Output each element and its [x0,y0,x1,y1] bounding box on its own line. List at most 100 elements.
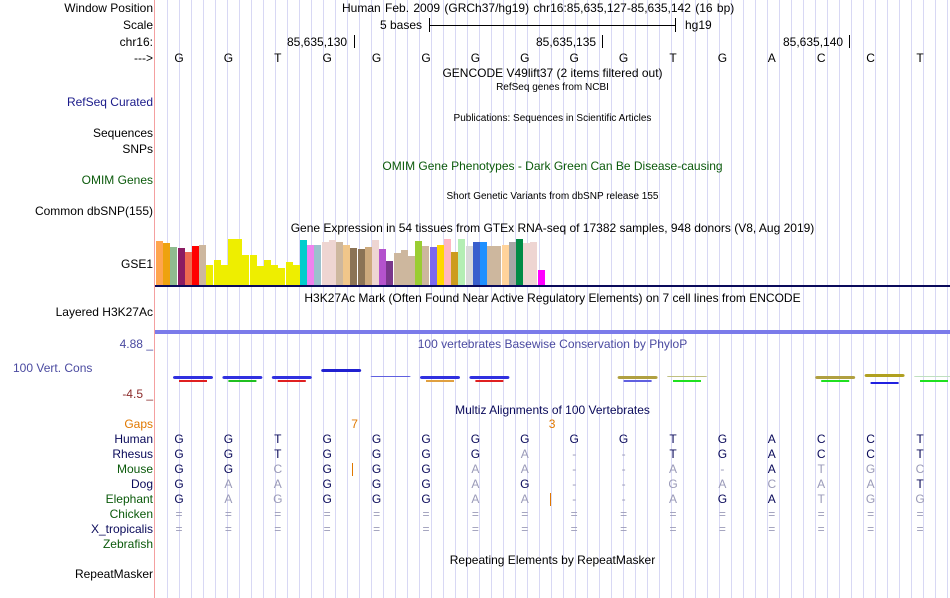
gtex-tissue-bar[interactable] [285,262,293,285]
gtex-tissue-bar[interactable] [364,247,372,285]
gtex-tissue-bar[interactable] [530,242,538,285]
alignment-base: T [817,462,825,476]
gtex-tissue-bar[interactable] [206,265,214,285]
gtex-tissue-bar[interactable] [472,242,480,285]
species-label[interactable]: Mouse [116,462,153,476]
phylop-track-title[interactable]: 100 vertebrates Basewise Conservation by… [417,337,688,351]
coord-tick-label: 85,635,140 [783,35,844,49]
species-label[interactable]: X_tropicalis [90,522,153,536]
phylop-logo-glyphs [173,369,950,384]
gtex-tissue-bar[interactable] [213,260,221,285]
gtex-tissue-bar[interactable] [249,255,257,285]
gtex-tissue-bar[interactable] [292,265,300,285]
refseq-track-title[interactable]: RefSeq genes from NCBI [496,82,609,93]
gtex-tissue-bar[interactable] [170,247,178,285]
publications-track-title[interactable]: Publications: Sequences in Scientific Ar… [453,113,652,124]
alignment-base: T [817,492,825,506]
gtex-tissue-bar[interactable] [199,245,207,285]
phylop-glyph [271,376,312,379]
omim-track-title[interactable]: OMIM Gene Phenotypes - Dark Green Can Be… [382,159,723,173]
gtex-tissue-bar[interactable] [379,249,387,285]
gtex-tissue-bar[interactable] [465,246,473,285]
repeatmasker-track-label[interactable]: RepeatMasker [74,567,153,581]
dbsnp-track-title[interactable]: Short Genetic Variants from dbSNP releas… [446,191,659,202]
gtex-tissue-bar[interactable] [314,245,322,285]
alignment-base: A [767,447,776,461]
gtex-tissue-bar[interactable] [537,270,545,285]
phylop-track-label[interactable]: 100 Vert. Cons [13,361,93,375]
gtex-tissue-bar[interactable] [271,265,279,285]
gtex-tissue-bar[interactable] [480,242,487,285]
gtex-tissue-bar[interactable] [328,240,336,285]
gtex-tissue-bar[interactable] [458,239,466,285]
gtex-tissue-bar[interactable] [494,246,502,285]
gtex-tissue-bar[interactable] [307,245,315,285]
omim-track-label[interactable]: OMIM Genes [81,173,153,187]
base-letter: T [669,51,677,65]
gtex-tissue-bar[interactable] [386,261,394,285]
h3k27ac-track-title[interactable]: H3K27Ac Mark (Often Found Near Active Re… [304,291,801,305]
gtex-tissue-bar[interactable] [415,241,423,285]
phylop-glyph [228,380,257,382]
base-letter: T [916,51,924,65]
gtex-tissue-bar[interactable] [184,252,192,285]
species-label[interactable]: Dog [130,477,153,491]
gtex-tissue-bar[interactable] [451,252,459,285]
gtex-tissue-bar[interactable] [523,243,531,285]
gtex-tissue-bar[interactable] [300,240,307,285]
alignment-base: G [421,447,431,461]
alignment-base: A [224,492,233,506]
gtex-tissue-bar[interactable] [156,241,163,285]
gtex-tissue-bar[interactable] [429,247,437,285]
gtex-tissue-bar[interactable] [400,250,408,285]
gtex-tissue-bar[interactable] [350,248,358,285]
gtex-tissue-bar[interactable] [235,239,243,285]
gtex-track-label[interactable]: GSE1 [120,257,153,271]
gtex-tissue-bar[interactable] [336,242,343,285]
gtex-tissue-bar[interactable] [321,242,329,285]
gtex-tissue-bar[interactable] [393,253,401,285]
species-label[interactable]: Chicken [109,507,153,521]
gtex-tissue-bar[interactable] [357,249,365,285]
phylop-glyph [864,374,905,377]
refseq-track-label[interactable]: RefSeq Curated [66,95,153,109]
gtex-tissue-bar[interactable] [264,260,271,285]
species-label[interactable]: Elephant [105,492,153,506]
gtex-tissue-bar[interactable] [278,268,286,285]
species-label[interactable]: Rhesus [112,447,153,461]
gtex-tissue-bar[interactable] [444,239,451,285]
alignment-base: - [621,462,626,476]
dbsnp-track-label[interactable]: Common dbSNP(155) [34,204,153,218]
species-label[interactable]: Human [114,432,153,446]
gtex-tissue-bar[interactable] [177,248,185,285]
gencode-track-title[interactable]: GENCODE V49lift37 (2 items filtered out) [442,66,663,80]
sequences-track-label[interactable]: Sequences [92,126,153,140]
gtex-tissue-bar[interactable] [408,256,415,285]
multiz-track-title[interactable]: Multiz Alignments of 100 Vertebrates [455,403,650,417]
gtex-tissue-bar[interactable] [501,245,509,285]
species-label[interactable]: Zebrafish [102,537,153,551]
base-letter: G [421,51,431,65]
gtex-tissue-bar[interactable] [220,265,228,285]
gtex-tissue-bar[interactable] [516,239,523,285]
gtex-tissue-bar[interactable] [436,245,444,285]
gtex-tissue-bar[interactable] [228,239,235,285]
gtex-tissue-bar[interactable] [256,266,264,285]
alignment-base: = [867,522,875,536]
alignment-base: G [322,462,332,476]
snps-track-label[interactable]: SNPs [122,142,153,156]
alignment-base: G [174,432,184,446]
gtex-bar-chart[interactable] [155,236,545,285]
h3k27ac-track-label[interactable]: Layered H3K27Ac [55,305,153,319]
gtex-tissue-bar[interactable] [163,243,171,285]
gtex-tissue-bar[interactable] [508,242,516,285]
gtex-tissue-bar[interactable] [487,246,495,285]
gtex-tissue-bar[interactable] [422,246,430,285]
gtex-track-title[interactable]: Gene Expression in 54 tissues from GTEx … [290,221,815,235]
coord-tick-label: 85,635,135 [536,35,597,49]
gtex-tissue-bar[interactable] [192,246,199,285]
gtex-tissue-bar[interactable] [242,255,250,285]
gtex-tissue-bar[interactable] [343,245,351,285]
gtex-tissue-bar[interactable] [372,240,379,285]
repeatmasker-track-title[interactable]: Repeating Elements by RepeatMasker [449,553,656,567]
